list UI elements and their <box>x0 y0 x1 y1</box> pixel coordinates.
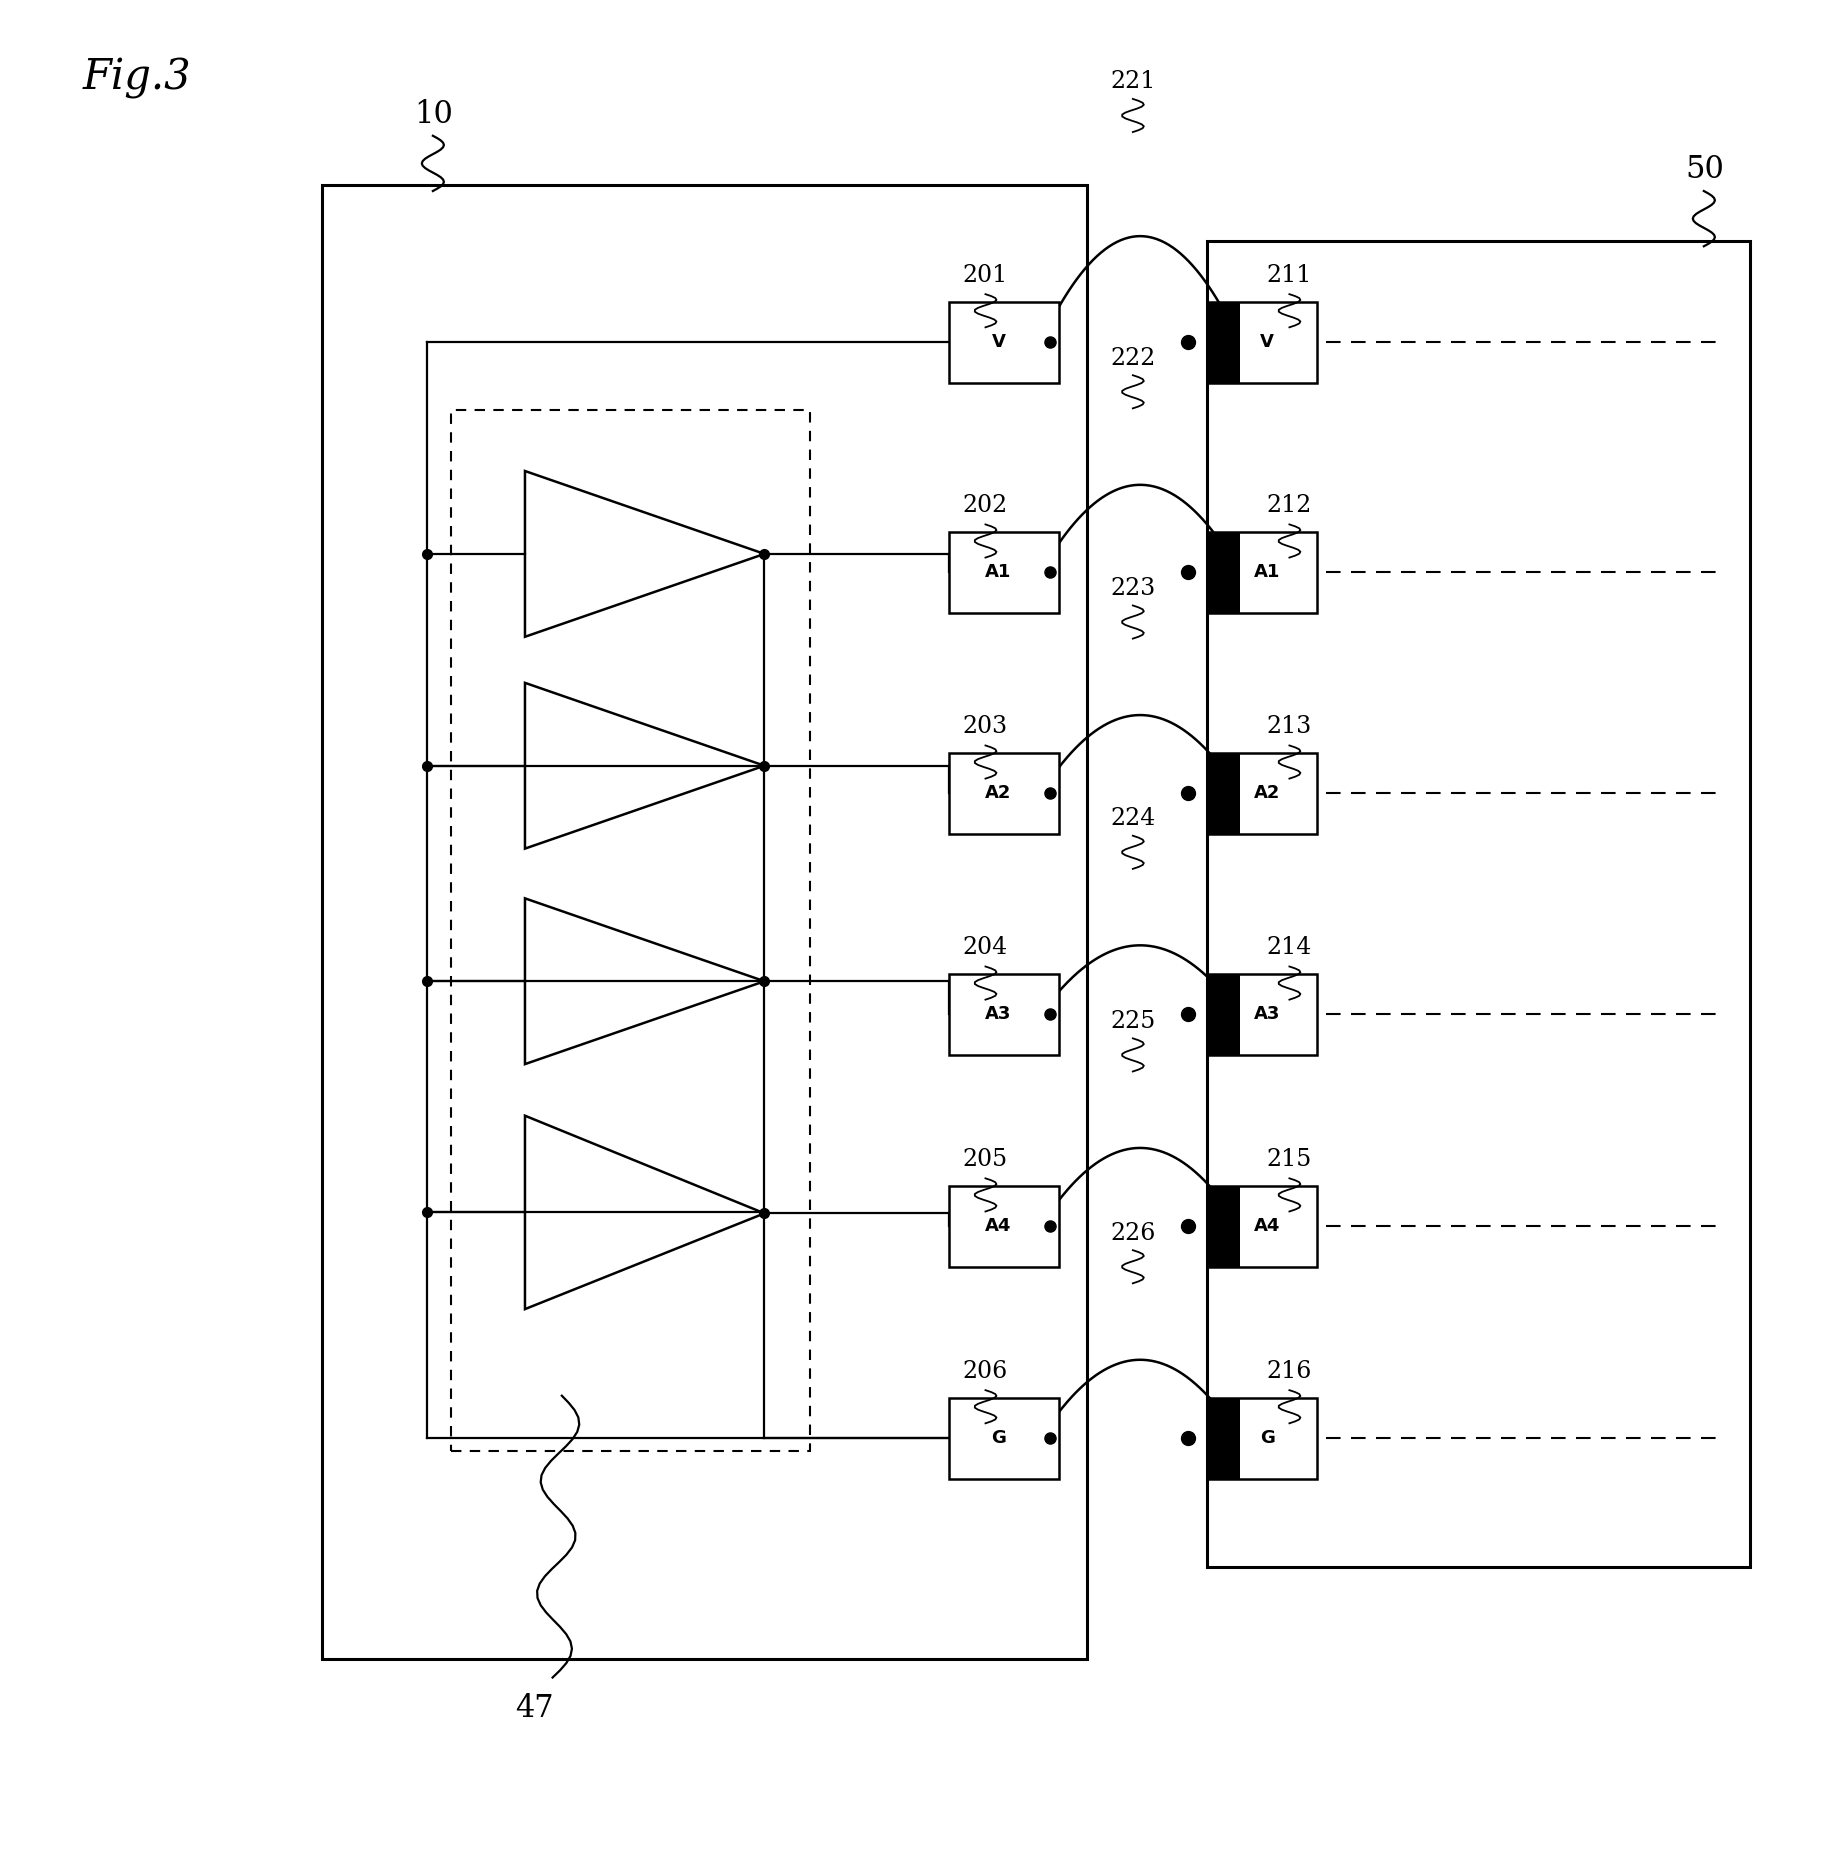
Bar <box>1207 1185 1240 1267</box>
Text: 214: 214 <box>1267 935 1312 959</box>
Text: G: G <box>991 1429 1006 1448</box>
Text: Fig.3: Fig.3 <box>83 56 192 99</box>
Text: 202: 202 <box>963 494 1008 518</box>
Bar <box>322 186 1087 1660</box>
Text: A3: A3 <box>985 1006 1011 1023</box>
Text: A1: A1 <box>1254 563 1280 581</box>
Bar <box>1207 240 1750 1567</box>
Text: 215: 215 <box>1267 1148 1312 1172</box>
Text: 213: 213 <box>1267 715 1312 738</box>
Text: A2: A2 <box>1254 784 1280 803</box>
Bar <box>949 1397 1059 1479</box>
Text: 216: 216 <box>1267 1360 1312 1382</box>
Bar <box>949 1185 1059 1267</box>
Bar <box>949 753 1059 835</box>
Text: A3: A3 <box>1254 1006 1280 1023</box>
Bar <box>1207 1397 1317 1479</box>
Text: 221: 221 <box>1111 71 1155 93</box>
Text: 204: 204 <box>963 935 1008 959</box>
Bar <box>949 302 1059 382</box>
Text: A1: A1 <box>985 563 1011 581</box>
Bar <box>1207 1185 1317 1267</box>
Text: V: V <box>1260 333 1275 350</box>
Text: 203: 203 <box>963 715 1008 738</box>
Text: 47: 47 <box>516 1693 553 1723</box>
Text: G: G <box>1260 1429 1275 1448</box>
Bar <box>451 410 810 1451</box>
Bar <box>949 974 1059 1054</box>
Bar <box>1207 974 1240 1054</box>
Text: 212: 212 <box>1267 494 1312 518</box>
Text: A4: A4 <box>1254 1217 1280 1235</box>
Bar <box>1207 753 1240 835</box>
Text: 201: 201 <box>963 265 1008 287</box>
Text: A2: A2 <box>985 784 1011 803</box>
Bar <box>1207 531 1317 613</box>
Text: 205: 205 <box>963 1148 1008 1172</box>
Text: 226: 226 <box>1111 1222 1155 1244</box>
Bar <box>1207 1397 1240 1479</box>
Text: A4: A4 <box>985 1217 1011 1235</box>
Bar <box>1207 753 1317 835</box>
Text: 223: 223 <box>1111 578 1155 600</box>
Text: 211: 211 <box>1267 265 1312 287</box>
Text: 10: 10 <box>414 99 453 130</box>
Text: 50: 50 <box>1685 155 1724 186</box>
Text: 206: 206 <box>963 1360 1008 1382</box>
Text: 222: 222 <box>1111 347 1155 369</box>
Bar <box>1207 302 1240 382</box>
Bar <box>1207 531 1240 613</box>
Text: 224: 224 <box>1111 807 1155 831</box>
Bar <box>1207 974 1317 1054</box>
Bar <box>949 531 1059 613</box>
Text: V: V <box>991 333 1006 350</box>
Bar <box>1207 302 1317 382</box>
Text: 225: 225 <box>1111 1010 1155 1032</box>
